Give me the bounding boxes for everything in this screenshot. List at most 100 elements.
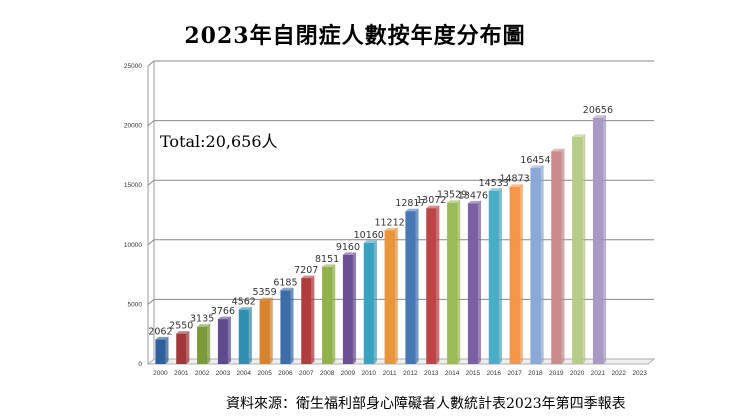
bar — [197, 326, 208, 364]
data-label: 10160 — [354, 230, 384, 241]
gridline-bevel — [147, 299, 155, 305]
bar-top — [384, 227, 398, 231]
data-label: 5359 — [252, 287, 276, 298]
y-tick-label: 20000 — [124, 123, 142, 130]
data-label: 3766 — [211, 306, 235, 317]
data-label: 11212 — [374, 217, 404, 228]
data-label: 20656 — [583, 105, 613, 116]
x-tick-label: 2018 — [528, 370, 543, 377]
bar — [509, 186, 520, 364]
gridline-bevel — [147, 239, 155, 246]
x-tick-label: 2009 — [341, 370, 356, 377]
x-tick-label: 2014 — [445, 370, 460, 377]
bar — [301, 278, 312, 364]
bar-side — [165, 336, 169, 365]
bar-side — [248, 306, 252, 365]
bar-top — [322, 264, 336, 267]
bar-side — [394, 227, 398, 365]
bar — [488, 190, 499, 364]
x-tick-label: 2007 — [299, 370, 314, 377]
bar — [155, 339, 166, 364]
data-label: 13476 — [458, 190, 488, 201]
bar-side — [186, 330, 190, 365]
gridline-bevel — [147, 179, 155, 186]
x-tick-label: 2019 — [549, 370, 564, 377]
bar-top — [342, 252, 356, 255]
bar-top — [363, 240, 377, 243]
bar-top — [551, 148, 565, 152]
bar-side — [581, 133, 586, 365]
bar — [217, 319, 228, 364]
data-label: 7207 — [294, 265, 318, 276]
x-tick-label: 2013 — [424, 370, 439, 377]
data-label: 14873 — [499, 174, 529, 185]
y-tick-label: 15000 — [124, 182, 142, 189]
x-tick-label: 2010 — [362, 370, 377, 377]
bar-top — [280, 287, 294, 291]
x-tick-label: 2021 — [591, 370, 606, 377]
bar — [322, 266, 333, 364]
bar-top — [405, 208, 419, 212]
data-label: 13529 — [437, 190, 467, 201]
bar-top — [238, 307, 252, 310]
gridline-bevel — [147, 120, 155, 126]
x-tick-label: 2011 — [383, 370, 397, 377]
y-tick-label: 25000 — [124, 63, 142, 70]
bar — [551, 151, 562, 364]
bar-top — [301, 275, 315, 279]
bar-side — [311, 275, 315, 365]
bar — [238, 309, 249, 364]
bar-top — [572, 134, 586, 137]
total-annotation: Total:20,656人 — [160, 132, 278, 151]
bar-top — [176, 331, 190, 334]
bar-top — [426, 205, 440, 209]
y-tick-label: 5000 — [128, 301, 143, 308]
bar-top — [447, 200, 461, 203]
x-tick-label: 2016 — [487, 370, 502, 377]
source-note: 資料來源：衛生福利部身心障礙者人數統計表2023年第四季報表 — [226, 396, 626, 412]
x-tick-label: 2006 — [278, 370, 293, 377]
bar-side — [498, 187, 502, 365]
data-label: 8151 — [315, 254, 339, 265]
bar-side — [602, 114, 607, 365]
bar-side — [227, 316, 232, 365]
bar-top — [467, 200, 481, 204]
bar — [467, 203, 478, 364]
bar-side — [373, 239, 377, 365]
bar — [384, 230, 395, 364]
bar-top — [155, 336, 169, 340]
bar-side — [415, 208, 419, 365]
chart-title: 2023年自閉症人數按年度分布圖 — [184, 23, 526, 49]
bar-top — [217, 316, 231, 320]
bar-side — [352, 251, 357, 365]
x-tick-label: 2002 — [195, 370, 210, 377]
x-tick-label: 2000 — [153, 370, 168, 377]
bar-side — [477, 200, 482, 365]
bar-top — [197, 324, 211, 327]
x-tick-label: 2017 — [507, 370, 522, 377]
bar — [363, 242, 374, 364]
x-tick-label: 2008 — [320, 370, 335, 377]
x-tick-label: 2023 — [632, 370, 647, 377]
bar-side — [456, 199, 461, 365]
bar-top — [509, 184, 523, 187]
bar-side — [331, 263, 336, 365]
data-label: 4562 — [232, 297, 256, 308]
data-label: 6185 — [273, 277, 297, 288]
bar — [405, 211, 416, 364]
bar — [572, 136, 583, 364]
data-label: 12817 — [395, 198, 425, 209]
data-label: 2550 — [169, 321, 193, 332]
bar — [259, 300, 270, 364]
x-tick-label: 2004 — [237, 370, 252, 377]
y-tick-label: 10000 — [124, 242, 142, 249]
bar — [342, 254, 353, 364]
y-tick-label: 0 — [138, 361, 142, 368]
data-label: 16454 — [520, 155, 550, 166]
bar-side — [436, 205, 440, 365]
x-tick-label: 2001 — [174, 370, 189, 377]
x-tick-label: 2020 — [570, 370, 585, 377]
bar-top — [488, 188, 502, 191]
x-tick-label: 2015 — [466, 370, 481, 377]
